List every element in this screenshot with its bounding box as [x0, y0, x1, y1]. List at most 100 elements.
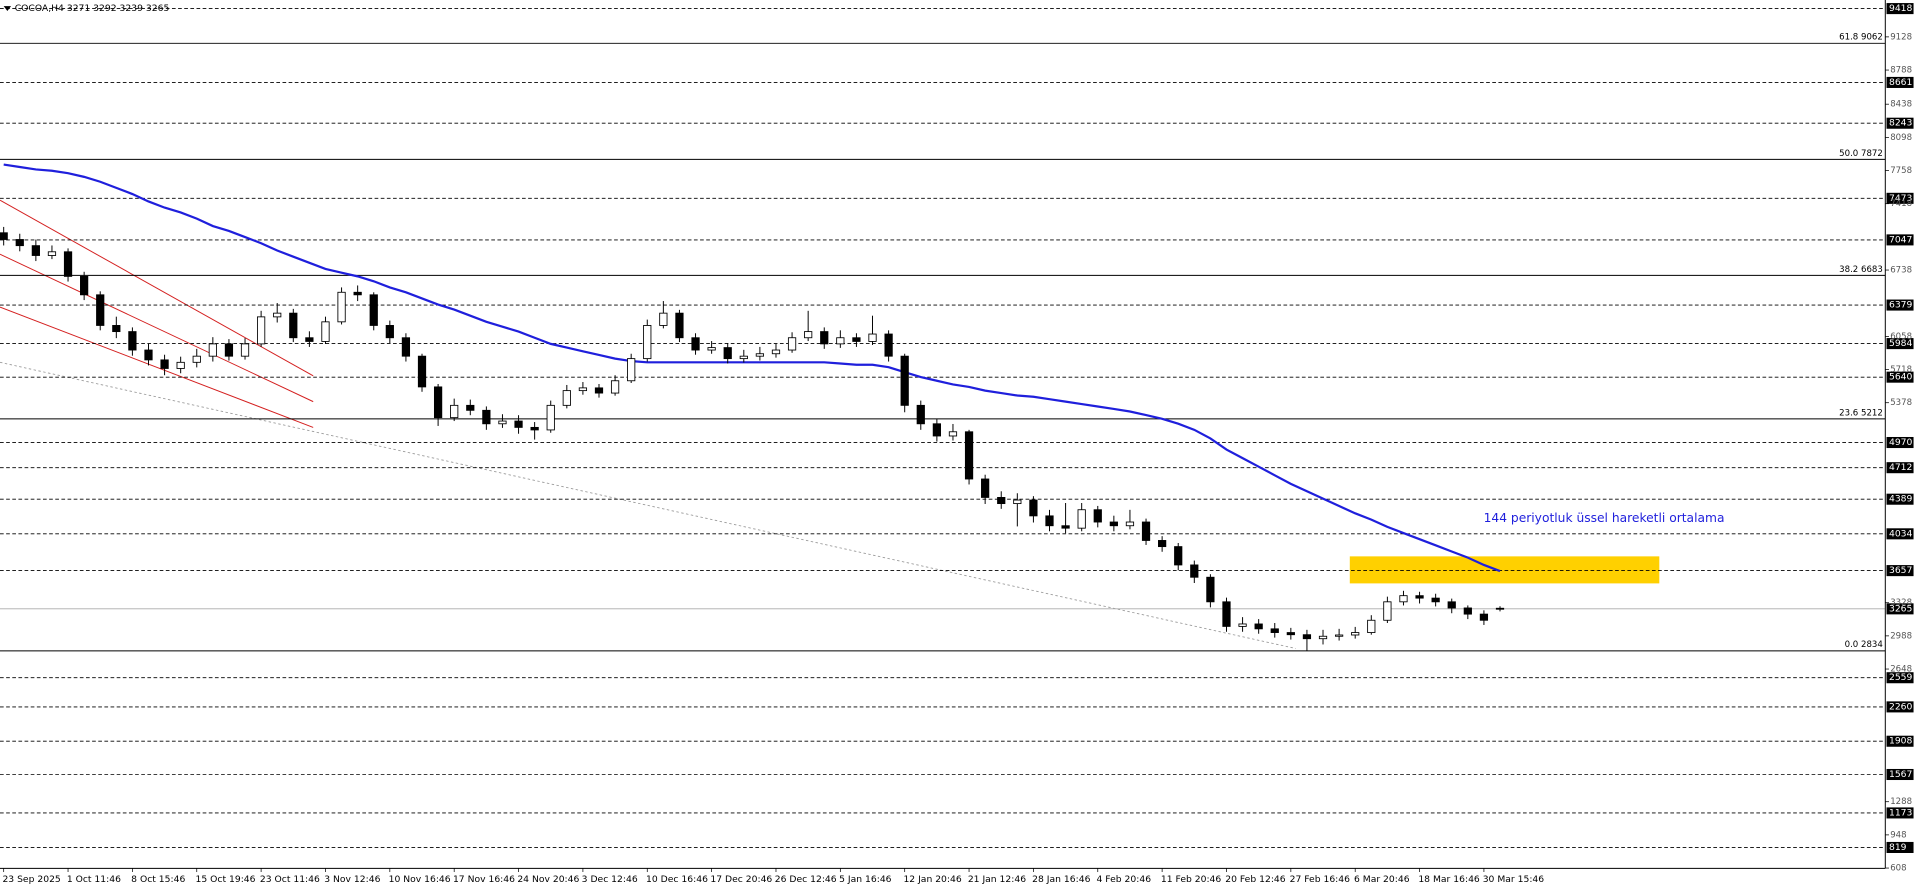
x-tick-label: 10 Nov 16:46: [389, 874, 451, 885]
level-label-box: [1886, 565, 1914, 577]
x-tick-label: 6 Mar 20:46: [1354, 874, 1410, 885]
y-tick-label: 7758: [1890, 166, 1912, 176]
level-label: 7047: [1889, 234, 1913, 245]
fib-label: 61.8 9062: [1839, 33, 1883, 43]
candle-body: [1109, 521, 1118, 527]
candle-body: [1383, 601, 1392, 621]
plot-layer: [0, 8, 1886, 848]
fib-label: 23.6 5212: [1839, 408, 1883, 418]
candle-body: [868, 333, 877, 342]
candle-body: [1222, 601, 1231, 627]
candle-body: [1158, 540, 1167, 548]
candle-body: [1045, 515, 1054, 527]
candle-body: [1125, 521, 1135, 527]
x-tick-label: 17 Nov 16:46: [453, 874, 515, 885]
level-label-box: [1886, 493, 1914, 505]
level-label: 8243: [1889, 118, 1913, 129]
x-tick-label: 30 Mar 15:46: [1483, 874, 1545, 885]
level-label: 1567: [1889, 769, 1913, 780]
level-label-box: [1886, 371, 1914, 383]
level-label: 2559: [1889, 672, 1913, 683]
x-tick-label: 17 Dec 20:46: [710, 874, 772, 885]
candle-body: [787, 337, 797, 351]
candle-body: [1141, 521, 1151, 541]
candle-body: [1302, 634, 1312, 640]
candle-body: [128, 331, 137, 351]
level-label-box: [1886, 436, 1914, 449]
level-label-box: [1886, 701, 1914, 713]
candle-body: [47, 251, 57, 256]
x-tick-label: 18 Mar 16:46: [1418, 874, 1480, 885]
candle-body: [948, 431, 958, 437]
level-label-box: [1886, 807, 1914, 819]
y-tick-label: 948: [1890, 830, 1906, 840]
x-tick-label: 26 Dec 12:46: [775, 874, 837, 885]
candle-body: [964, 431, 974, 480]
annotation: 144 periyotluk üssel hareketli ortalama: [1484, 511, 1725, 525]
level-label: 2260: [1889, 701, 1913, 712]
x-tick-label: 28 Jan 16:46: [1032, 874, 1090, 885]
level-label-box: [1886, 735, 1914, 747]
candle-body: [836, 337, 845, 345]
candle-body: [369, 294, 378, 326]
level-label: 7473: [1889, 193, 1913, 204]
x-tick-label: 27 Feb 16:46: [1290, 874, 1351, 885]
level-label: 6379: [1889, 300, 1913, 311]
x-tick-label: 21 Jan 12:46: [968, 874, 1026, 885]
candle-body: [562, 390, 571, 406]
candle-body: [208, 343, 217, 357]
trend-line: [0, 361, 1296, 649]
x-tick-label: 5 Jan 16:46: [839, 874, 892, 885]
x-tick-label: 8 Oct 15:46: [131, 874, 185, 885]
candle-body: [578, 387, 588, 392]
candle-body: [820, 331, 829, 345]
candle-body: [1270, 628, 1279, 633]
y-tick-label: 8098: [1890, 133, 1912, 143]
candle-body: [514, 420, 523, 428]
candle-body: [385, 325, 394, 339]
candle-body: [1029, 499, 1038, 517]
fib-label: 0.0 2834: [1845, 640, 1883, 650]
level-label: 4389: [1889, 494, 1913, 505]
candle-body: [353, 291, 362, 296]
level-label-box: [1886, 462, 1914, 474]
x-tick-label: 11 Feb 20:46: [1161, 874, 1222, 885]
channel-line: [0, 306, 314, 428]
level-label-box: [1886, 192, 1914, 204]
y-tick-label: 2988: [1890, 631, 1912, 641]
candle-body: [1286, 632, 1295, 636]
candle-body: [1013, 499, 1022, 505]
candle-body: [401, 337, 411, 357]
candle-body: [755, 353, 765, 357]
menu-icon[interactable]: [3, 6, 12, 12]
candle-body: [1495, 607, 1505, 610]
candle-body: [1206, 576, 1215, 603]
candle-body: [546, 404, 555, 431]
ema-line: [3, 163, 1501, 573]
candle-body: [144, 349, 153, 361]
y-tick-label: 2648: [1890, 665, 1912, 675]
y-tick-label: 6738: [1890, 266, 1912, 276]
candle-body: [916, 404, 925, 425]
y-tick-label: 1288: [1890, 797, 1912, 807]
x-tick-label: 3 Nov 12:46: [324, 874, 380, 885]
zone: [1349, 556, 1660, 584]
level-label-box: [1886, 299, 1914, 311]
fib-label: 50.0 7872: [1839, 149, 1883, 159]
candle-body: [466, 404, 475, 411]
x-tick-label: 3 Dec 12:46: [582, 874, 638, 885]
candle-body: [530, 426, 539, 431]
candle-body: [417, 355, 427, 388]
candle-body: [1463, 607, 1472, 615]
candle-body: [433, 386, 443, 419]
candle-body: [610, 380, 620, 394]
candle-body: [337, 291, 346, 323]
level-label-box: [1886, 338, 1914, 350]
candle-body: [176, 361, 185, 369]
level-label-box: [1886, 3, 1914, 15]
candle-body: [1351, 632, 1360, 636]
level-label: 819: [1889, 842, 1907, 853]
candle-body: [1334, 634, 1344, 637]
x-tick-label: 4 Feb 20:46: [1097, 874, 1152, 885]
